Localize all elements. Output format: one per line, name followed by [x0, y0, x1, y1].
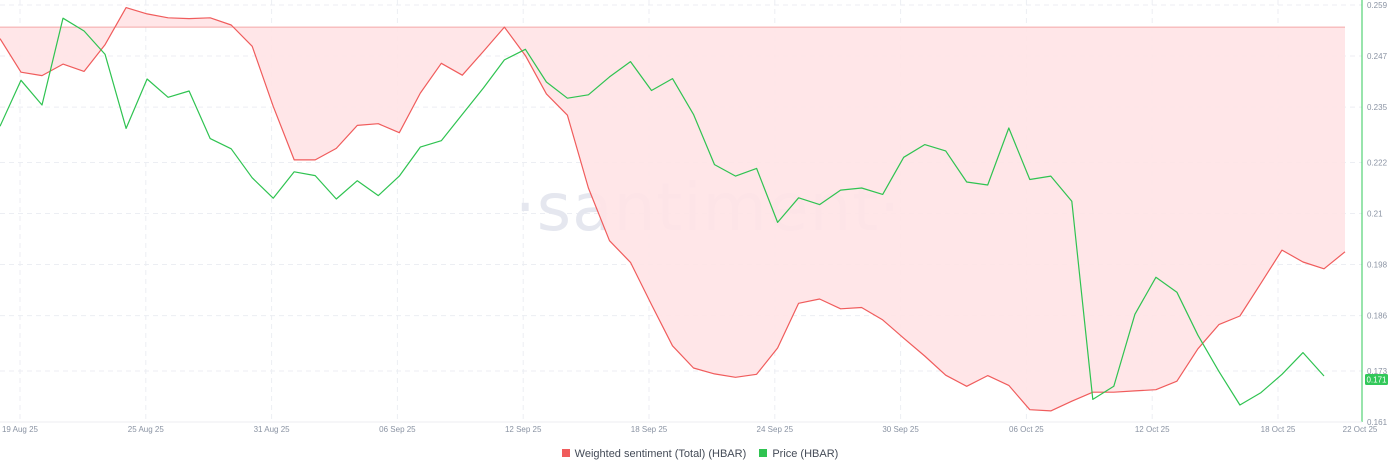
- current-price-label: 0.171: [1366, 375, 1387, 384]
- price-tick-label: 0.198: [1367, 261, 1388, 270]
- legend-label-sentiment: Weighted sentiment (Total) (HBAR): [574, 448, 747, 460]
- series-lines: [0, 6, 1346, 412]
- legend-item-sentiment[interactable]: Weighted sentiment (Total) (HBAR): [561, 448, 747, 460]
- legend: Weighted sentiment (Total) (HBAR) Price …: [0, 448, 1400, 460]
- x-tick-label: 18 Sep 25: [631, 425, 668, 434]
- price-tick-label: 0.21: [1367, 210, 1383, 219]
- price-tick-label: 0.235: [1367, 103, 1388, 112]
- x-axis-ticks: 19 Aug 25 25 Aug 25 31 Aug 25 06 Sep 25 12 S…: [2, 425, 1378, 434]
- legend-swatch-price: [759, 449, 768, 457]
- price-tick-label: 0.222: [1367, 158, 1388, 167]
- sentiment-area-fill: [0, 7, 1345, 411]
- x-tick-label: 24 Sep 25: [757, 425, 794, 434]
- legend-label-price: Price (HBAR): [772, 448, 839, 460]
- legend-swatch-sentiment: [561, 449, 570, 457]
- price-tick-label: 0.161: [1367, 418, 1388, 427]
- price-tick-label: 0.186: [1367, 312, 1388, 321]
- series-line-price: [0, 17, 1325, 406]
- x-tick-label: 18 Oct 25: [1261, 425, 1296, 434]
- current-price-badge: 0.171: [1365, 373, 1388, 385]
- x-tick-label: 12 Sep 25: [505, 425, 542, 434]
- x-tick-label: 06 Sep 25: [379, 425, 416, 434]
- series-line-sentiment: [0, 6, 1346, 412]
- legend-item-price[interactable]: Price (HBAR): [759, 448, 838, 460]
- x-tick-label: 30 Sep 25: [882, 425, 919, 434]
- x-tick-label: 06 Oct 25: [1009, 425, 1044, 434]
- x-tick-label: 12 Oct 25: [1135, 425, 1170, 434]
- sentiment-area: [0, 7, 1345, 411]
- price-tick-label: 0.259: [1367, 1, 1388, 10]
- price-tick-label: 0.247: [1367, 52, 1388, 61]
- current-price-badge-bg: [1365, 373, 1388, 385]
- x-tick-label: 25 Aug 25: [128, 425, 165, 434]
- price-tick-label: 0.173: [1367, 367, 1388, 376]
- x-tick-label: 19 Aug 25: [2, 425, 39, 434]
- x-tick-label: 22 Oct 25: [1343, 425, 1378, 434]
- price-axis-ticks: 0.2590.2470.2350.2220.210.1980.1860.1730…: [1367, 1, 1388, 427]
- x-tick-label: 31 Aug 25: [254, 425, 291, 434]
